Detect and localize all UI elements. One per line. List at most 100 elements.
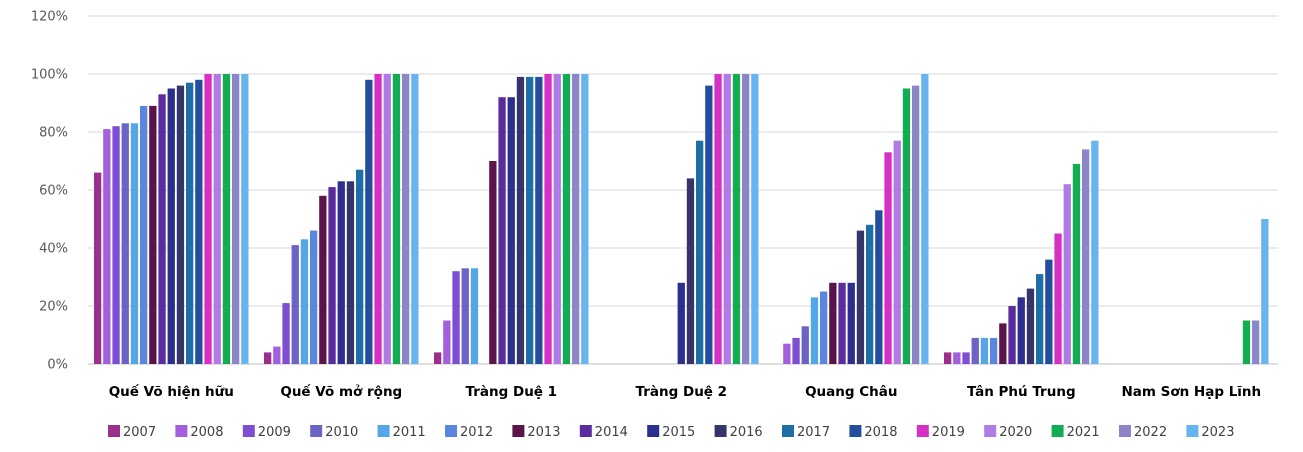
bar: [1091, 140, 1099, 364]
bar: [1261, 219, 1269, 364]
bar: [222, 74, 231, 364]
bar: [470, 268, 479, 364]
legend-swatch: [579, 425, 592, 437]
legend-swatch: [310, 425, 323, 437]
legend-label: 2013: [527, 425, 560, 440]
bar: [121, 123, 129, 364]
bar: [241, 74, 249, 364]
legend-label: 2022: [1134, 425, 1167, 440]
bar: [526, 76, 534, 365]
legend-label: 2021: [1067, 425, 1100, 440]
bar: [714, 74, 722, 364]
y-tick-label: 100%: [31, 68, 68, 83]
bar: [999, 323, 1007, 364]
legend-label: 2015: [662, 425, 695, 440]
bar: [820, 291, 828, 364]
legend-swatch: [445, 425, 457, 437]
bar: [264, 352, 272, 364]
bar: [282, 303, 290, 364]
bar: [912, 85, 920, 364]
x-tick-label: Tân Phú Trung: [967, 384, 1076, 400]
x-tick-label: Tràng Duệ 1: [466, 384, 558, 400]
bar: [300, 239, 309, 364]
bar: [572, 74, 580, 364]
bar: [204, 74, 212, 364]
bar: [186, 82, 194, 364]
bar: [544, 74, 552, 364]
legend-label: 2009: [258, 425, 291, 440]
bar: [962, 352, 970, 364]
bar: [553, 74, 561, 364]
bar: [1072, 163, 1081, 364]
legend-label: 2011: [393, 425, 426, 440]
legend-swatch: [714, 425, 727, 437]
bar: [383, 74, 391, 364]
legend-swatch: [647, 425, 660, 437]
legend: 2007 2008 2009 2010 2011 2012 2013 2014 2015 2016…: [108, 425, 1234, 440]
bar: [1008, 306, 1016, 364]
bar: [944, 352, 952, 364]
legend-label: 2014: [595, 425, 628, 440]
legend-label: 2007: [123, 425, 156, 440]
bar: [696, 140, 704, 364]
bars: [94, 74, 1269, 365]
bar: [310, 230, 318, 364]
bar: [195, 79, 203, 365]
bar: [130, 123, 139, 364]
bar: [516, 76, 525, 365]
bar: [1026, 288, 1035, 364]
legend-label: 2008: [190, 425, 223, 440]
bar: [273, 346, 281, 364]
bar: [742, 74, 750, 364]
bar: [112, 126, 120, 364]
bar: [103, 129, 111, 364]
legend-swatch: [916, 425, 929, 437]
bar: [801, 326, 809, 364]
bar: [337, 181, 345, 364]
bar: [498, 97, 506, 364]
bar: [94, 172, 102, 364]
legend-label: 2017: [797, 425, 830, 440]
legend-swatch: [377, 425, 390, 437]
legend-swatch: [984, 425, 997, 437]
bar: [434, 352, 442, 364]
bar: [167, 88, 175, 364]
bar: [705, 85, 713, 364]
bar: [356, 169, 364, 364]
bar: [1054, 233, 1062, 364]
legend-swatch: [512, 425, 525, 437]
bar: [1045, 259, 1053, 364]
bar: [990, 337, 998, 364]
bar: [232, 74, 240, 364]
bar: [374, 74, 382, 364]
bar: [732, 74, 741, 364]
bar: [838, 282, 846, 364]
bar: [149, 105, 157, 365]
bar: [365, 79, 373, 365]
y-tick-label: 0%: [47, 358, 68, 373]
bar: [677, 282, 685, 364]
bar: [461, 268, 469, 364]
legend-label: 2019: [932, 425, 965, 440]
y-tick-label: 40%: [39, 242, 68, 257]
x-tick-label: Nam Sơn Hạp Lĩnh: [1121, 384, 1261, 400]
bar: [1063, 184, 1071, 364]
bar: [856, 230, 865, 364]
legend-swatch: [175, 425, 188, 437]
legend-swatch: [849, 425, 862, 437]
y-tick-label: 120%: [31, 10, 68, 25]
bar: [319, 195, 327, 364]
bar: [751, 74, 759, 364]
legend-swatch: [1186, 425, 1199, 437]
bar: [140, 105, 148, 365]
bar: [581, 74, 589, 364]
bar: [980, 337, 989, 364]
y-tick-label: 80%: [39, 126, 68, 141]
y-tick-label: 20%: [39, 300, 68, 315]
legend-label: 2018: [864, 425, 897, 440]
bar: [402, 74, 410, 364]
bar: [953, 352, 961, 364]
bar: [902, 88, 911, 364]
bar: [783, 343, 791, 364]
